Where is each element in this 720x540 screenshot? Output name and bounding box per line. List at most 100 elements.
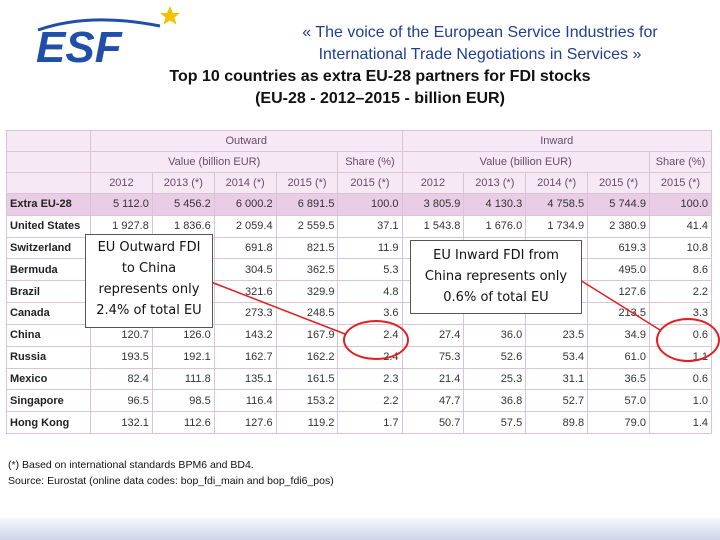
country-cell: Extra EU-28	[6, 193, 91, 216]
outward-callout-line: to China	[121, 261, 177, 276]
inward-value-cell: 25.3	[463, 367, 527, 391]
outward-value-cell: 143.2	[213, 323, 277, 347]
table-row: Russia 193.5 192.1 162.7 162.2 2.4 75.3 52.6 53.…	[6, 345, 713, 369]
outward-share-cell: 2.3	[337, 367, 403, 391]
footnote-line2: Source: Eurostat (online data codes: bop…	[8, 475, 334, 487]
year-header: 2015 (*)	[587, 172, 650, 194]
inward-share-cell: 2.2	[648, 280, 713, 304]
outward-value-cell: 2 059.4	[213, 214, 277, 238]
inward-value-cell: 23.5	[525, 323, 589, 347]
bottom-band	[0, 518, 720, 540]
inward-value-cell: 52.6	[463, 345, 527, 369]
inward-value-cell: 61.0	[587, 345, 650, 369]
outward-share-cell: 5.3	[337, 258, 403, 282]
outward-china-highlight	[343, 320, 409, 360]
inward-share-cell: 8.6	[648, 258, 713, 282]
inward-value-cell: 619.3	[587, 236, 650, 260]
page-title: Top 10 countries as extra EU-28 partners…	[80, 66, 680, 110]
inward-share-label: Share (%)	[648, 151, 713, 173]
tagline-line1: « The voice of the European Service Indu…	[302, 24, 658, 41]
country-cell: Hong Kong	[6, 411, 91, 434]
inward-share-cell: 41.4	[648, 214, 713, 238]
outward-value-cell: 248.5	[275, 302, 339, 325]
outward-value-cell: 362.5	[275, 258, 339, 282]
title-line1: Top 10 countries as extra EU-28 partners…	[169, 68, 591, 85]
outward-value-cell: 112.6	[151, 411, 215, 434]
outward-value-cell: 153.2	[275, 389, 339, 413]
outward-value-cell: 821.5	[275, 236, 339, 260]
inward-value-label: Value (billion EUR)	[401, 151, 650, 173]
outward-value-cell: 5 112.0	[90, 193, 153, 216]
inward-china-highlight	[656, 318, 720, 362]
inward-callout: EU Inward FDI from China represents only…	[410, 240, 582, 314]
inward-value-cell: 5 744.9	[587, 193, 650, 216]
country-cell: Bermuda	[6, 258, 91, 282]
tagline-line2: International Trade Negotiations in Serv…	[318, 46, 642, 63]
inward-share-cell: 1.4	[648, 411, 713, 434]
inward-value-cell: 50.7	[401, 411, 465, 434]
header-blank	[6, 151, 91, 173]
esf-logo: ESF	[36, 6, 180, 66]
inward-value-cell: 36.0	[463, 323, 527, 347]
inward-share-cell: 1.0	[648, 389, 713, 413]
star-icon	[160, 6, 180, 25]
inward-value-cell: 1 734.9	[525, 214, 589, 238]
inward-share-cell: 0.6	[648, 367, 713, 391]
inward-callout-line: 0.6% of total EU	[443, 290, 549, 305]
outward-value-cell: 691.8	[213, 236, 277, 260]
table-row: Mexico 82.4 111.8 135.1 161.5 2.3 21.4 25.3 31.1…	[6, 367, 713, 391]
year-header: 2015 (*)	[275, 172, 339, 194]
year-header: 2014 (*)	[525, 172, 589, 194]
header-blank	[6, 172, 91, 194]
outward-share-cell: 1.7	[337, 411, 403, 434]
inward-value-cell: 4 130.3	[463, 193, 527, 216]
outward-share-cell: 4.8	[337, 280, 403, 304]
country-cell: Mexico	[6, 367, 91, 391]
outward-share-cell: 100.0	[337, 193, 403, 216]
country-cell: China	[6, 323, 91, 347]
outward-share-cell: 37.1	[337, 214, 403, 238]
title-line2: (EU-28 - 2012–2015 - billion EUR)	[255, 90, 505, 107]
inward-value-cell: 47.7	[401, 389, 465, 413]
inward-value-cell: 57.0	[587, 389, 650, 413]
table-row: Extra EU-28 5 112.0 5 456.2 6 000.2 6 891.5 1…	[6, 193, 713, 216]
table-row: Hong Kong 132.1 112.6 127.6 119.2 1.7 50.7 57.5…	[6, 411, 713, 434]
year-header: 2014 (*)	[213, 172, 277, 194]
outward-value-cell: 127.6	[213, 411, 277, 434]
outward-value-cell: 6 000.2	[213, 193, 277, 216]
outward-callout-line: EU Outward FDI	[97, 240, 201, 255]
tagline: « The voice of the European Service Indu…	[270, 22, 690, 66]
inward-value-cell: 57.5	[463, 411, 527, 434]
inward-value-cell: 3 805.9	[401, 193, 465, 216]
outward-value-cell: 116.4	[213, 389, 277, 413]
outward-value-cell: 162.7	[213, 345, 277, 369]
outward-share-cell: 11.9	[337, 236, 403, 260]
inward-value-cell: 1 543.8	[401, 214, 465, 238]
outward-value-label: Value (billion EUR)	[89, 151, 339, 173]
inward-callout-line: China represents only	[424, 269, 568, 284]
outward-value-cell: 161.5	[275, 367, 339, 391]
logo-text: ESF	[36, 23, 123, 66]
outward-value-cell: 111.8	[151, 367, 215, 391]
outward-value-cell: 132.1	[90, 411, 153, 434]
outward-value-cell: 96.5	[90, 389, 153, 413]
outward-callout-line: 2.4% of total EU	[96, 303, 202, 318]
inward-share-cell: 10.8	[648, 236, 713, 260]
footnote-line1: (*) Based on international standards BPM…	[8, 459, 254, 471]
outward-value-cell: 321.6	[213, 280, 277, 304]
outward-callout: EU Outward FDI to China represents only …	[85, 234, 213, 328]
group-inward: Inward	[401, 130, 712, 152]
year-header: 2012	[401, 172, 465, 194]
country-cell: Singapore	[6, 389, 91, 413]
inward-share-cell: 100.0	[648, 193, 713, 216]
year-header: 2013 (*)	[151, 172, 215, 194]
inward-value-cell: 53.4	[525, 345, 589, 369]
outward-value-cell: 82.4	[90, 367, 153, 391]
share-year-header: 2015 (*)	[337, 172, 403, 194]
outward-value-cell: 167.9	[275, 323, 339, 347]
inward-callout-line: EU Inward FDI from	[433, 248, 559, 263]
inward-value-cell: 2 380.9	[587, 214, 650, 238]
inward-value-cell: 4 758.5	[525, 193, 589, 216]
outward-value-cell: 273.3	[213, 302, 277, 325]
inward-value-cell: 52.7	[525, 389, 589, 413]
